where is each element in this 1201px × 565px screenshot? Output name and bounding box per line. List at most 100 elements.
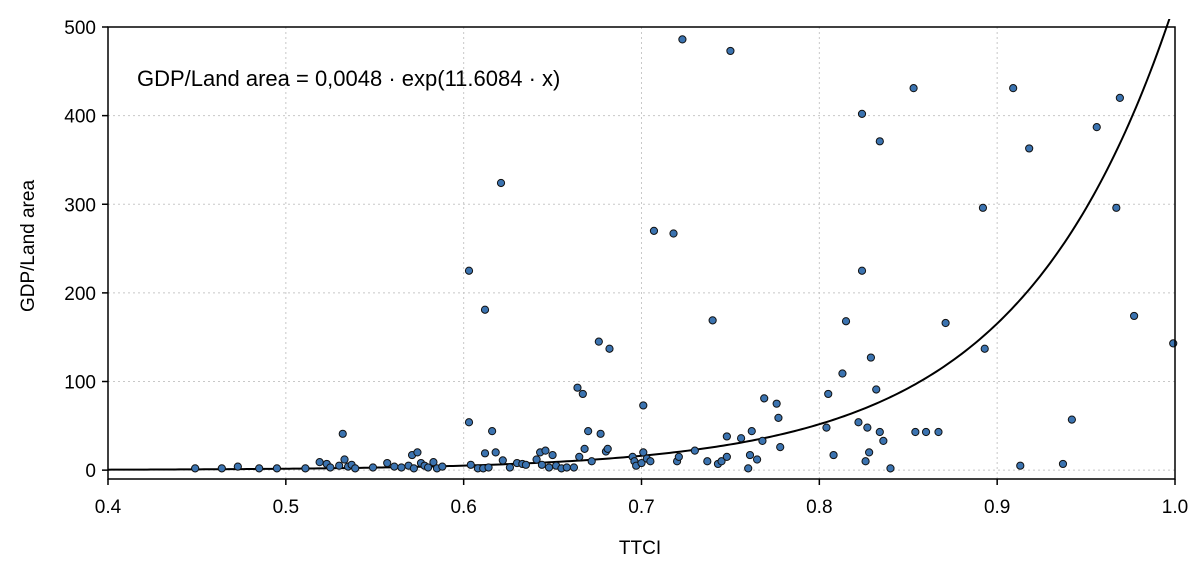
data-point <box>541 446 550 455</box>
data-points <box>191 35 1178 473</box>
data-point <box>829 450 838 460</box>
data-point <box>1025 144 1034 153</box>
regression-equation: GDP/Land area = 0,0048 · exp(11.6084 · x… <box>137 66 560 91</box>
data-point <box>1130 311 1139 321</box>
data-point <box>866 353 876 362</box>
data-point <box>548 450 557 460</box>
data-point <box>578 389 587 399</box>
x-tick-label: 0.6 <box>450 497 476 518</box>
data-point <box>368 463 378 472</box>
data-point <box>637 458 646 468</box>
data-point <box>521 460 531 469</box>
data-point <box>544 463 554 472</box>
data-point <box>409 464 418 473</box>
data-point <box>941 318 950 328</box>
x-axis-label: TTCI <box>619 538 661 559</box>
data-point <box>980 344 989 353</box>
x-tick-label: 1.0 <box>1162 497 1188 518</box>
data-point <box>978 203 988 212</box>
data-point <box>717 457 726 466</box>
data-point <box>841 317 851 326</box>
data-point <box>857 266 867 275</box>
data-point <box>1112 203 1121 212</box>
data-point <box>480 305 490 314</box>
data-point <box>594 337 603 346</box>
data-point <box>466 460 475 469</box>
data-point <box>752 455 762 464</box>
data-point <box>326 463 335 472</box>
data-point <box>909 84 918 93</box>
data-point <box>498 456 507 465</box>
data-point <box>678 35 687 44</box>
data-point <box>772 399 781 408</box>
data-point <box>397 463 406 472</box>
data-point <box>824 389 833 399</box>
data-point <box>537 460 547 469</box>
data-point <box>315 458 324 467</box>
data-point <box>272 464 282 473</box>
data-point <box>464 266 474 275</box>
data-point <box>390 462 399 471</box>
x-tick-label: 0.4 <box>95 497 122 518</box>
data-point <box>649 226 659 235</box>
data-point <box>875 137 884 146</box>
data-point <box>722 432 731 441</box>
data-point <box>722 452 731 461</box>
x-tick-label: 0.9 <box>984 497 1010 518</box>
data-point <box>726 46 735 56</box>
data-point <box>875 427 884 437</box>
data-point <box>1009 84 1018 93</box>
grid <box>108 26 1175 479</box>
data-point <box>736 434 746 443</box>
data-point <box>217 464 226 473</box>
y-tick-label: 400 <box>64 107 96 128</box>
data-point <box>587 457 596 466</box>
x-tick-label: 0.8 <box>806 497 832 518</box>
y-tick-label: 300 <box>64 195 96 216</box>
data-point <box>191 464 200 473</box>
data-point <box>569 463 579 472</box>
data-point <box>429 458 438 467</box>
data-point <box>639 401 648 410</box>
data-point <box>1067 415 1076 424</box>
x-tick-label: 0.5 <box>273 497 299 518</box>
data-point <box>1115 93 1124 103</box>
y-tick-label: 200 <box>64 284 96 305</box>
data-point <box>1092 123 1101 132</box>
data-point <box>484 463 493 472</box>
data-point <box>424 463 433 472</box>
data-point <box>584 427 593 436</box>
data-point <box>464 418 474 427</box>
data-point <box>747 427 756 436</box>
data-point <box>745 450 755 460</box>
data-point <box>857 109 867 118</box>
data-point <box>562 463 571 472</box>
data-point <box>480 449 490 458</box>
data-point <box>438 462 447 471</box>
data-point <box>744 464 753 473</box>
data-point <box>921 427 931 437</box>
data-point <box>605 344 614 353</box>
data-point <box>338 429 347 438</box>
data-point <box>703 457 712 466</box>
data-point <box>872 385 881 394</box>
data-point <box>596 429 605 438</box>
data-point <box>934 427 943 437</box>
data-point <box>639 448 648 457</box>
axes: 0.4 0.5 0.6 0.7 0.8 0.9 1.0 0 100 200 300 400 500 <box>64 18 1188 518</box>
data-point <box>854 418 863 427</box>
y-tick-label: 100 <box>64 373 96 394</box>
data-point <box>669 229 678 238</box>
data-point <box>496 178 506 188</box>
data-point <box>708 316 717 325</box>
data-point <box>383 458 392 468</box>
data-point <box>690 446 699 455</box>
data-point <box>1016 461 1025 470</box>
data-point <box>603 444 612 453</box>
y-tick-label: 0 <box>85 461 96 482</box>
data-point <box>646 457 655 466</box>
data-point <box>340 455 349 464</box>
data-point <box>573 383 582 392</box>
x-tick-label: 0.7 <box>628 497 654 518</box>
